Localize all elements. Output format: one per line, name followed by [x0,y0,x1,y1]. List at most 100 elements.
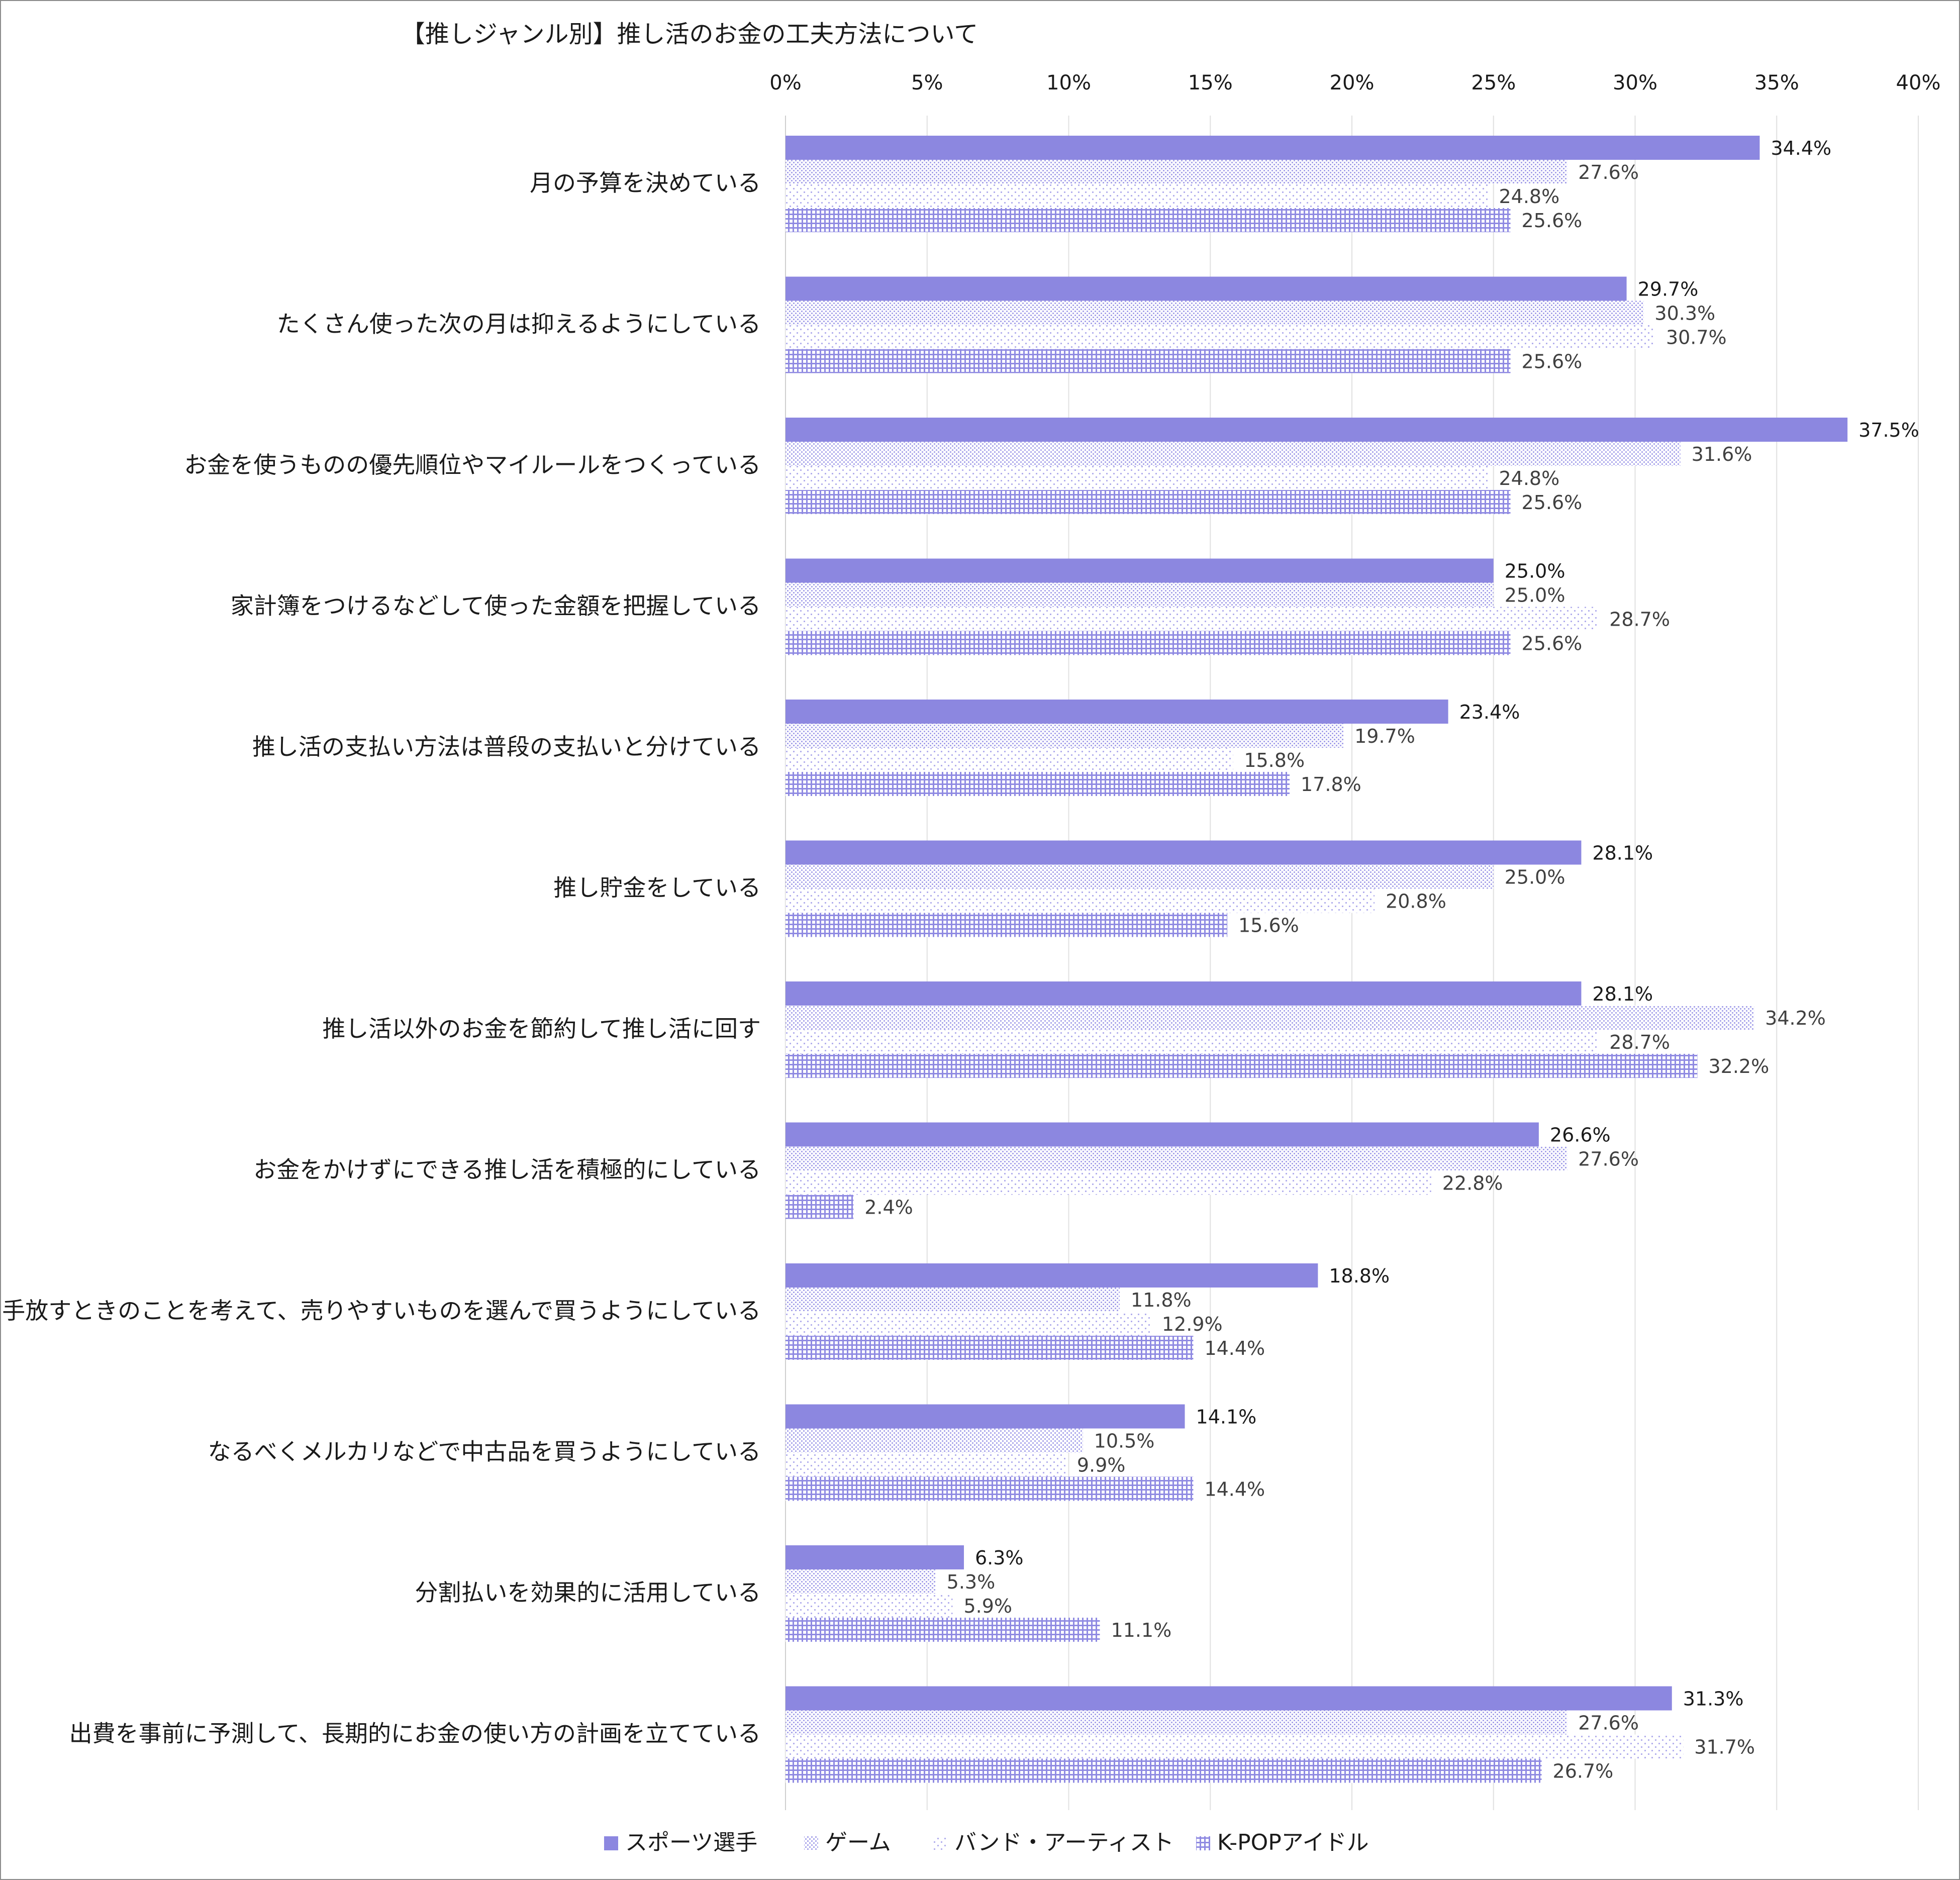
x-tick-label: 25% [1471,71,1516,94]
category-label: 分割払いを効果的に活用している [415,1579,761,1606]
category-label: たくさん使った次の月は抑えるようにしている [277,311,761,338]
bar [786,1312,1151,1336]
bar [786,700,1448,724]
value-label: 23.4% [1459,701,1520,723]
bar [786,1545,964,1569]
bar [786,136,1760,160]
bar [786,1452,1066,1477]
value-label: 15.6% [1238,915,1299,937]
value-label: 25.0% [1505,560,1565,582]
value-label: 30.7% [1666,327,1727,349]
category-label: 手放すときのことを考えて、売りやすいものを選んで買うようにしている [2,1297,761,1324]
bar [786,418,1848,442]
legend-swatch [604,1836,618,1850]
bar [786,1336,1194,1360]
value-label: 11.8% [1131,1289,1192,1311]
value-label: 37.5% [1858,419,1919,441]
value-label: 25.6% [1522,210,1583,232]
value-label: 9.9% [1077,1454,1126,1476]
bar [786,1569,936,1594]
bar [786,184,1488,208]
value-label: 18.8% [1329,1265,1390,1287]
value-label: 27.6% [1578,161,1639,183]
value-label: 12.9% [1162,1313,1223,1335]
value-label: 19.7% [1354,725,1415,747]
category-label: 出費を事前に予測して、長期的にお金の使い方の計画を立てている [69,1720,761,1747]
bar [786,1710,1567,1735]
x-tick-label: 5% [911,71,943,94]
value-label: 2.4% [864,1197,913,1219]
value-label: 14.1% [1196,1406,1257,1428]
bar [786,1030,1599,1054]
value-label: 27.6% [1578,1712,1639,1734]
bar [786,1686,1672,1711]
bar [786,981,1582,1006]
value-label: 25.6% [1522,351,1583,373]
bar [786,276,1627,301]
bar [786,466,1488,490]
bar [786,864,1494,889]
value-label: 11.1% [1111,1619,1171,1641]
value-label: 29.7% [1638,278,1699,301]
x-tick-label: 0% [769,71,801,94]
legend-label: ゲーム [825,1830,891,1855]
value-label: 28.1% [1592,842,1653,864]
x-tick-label: 30% [1613,71,1657,94]
bar [786,490,1511,514]
x-tick-label: 35% [1754,71,1799,94]
bar [786,1288,1120,1312]
bar [786,1734,1684,1759]
bar [786,888,1375,913]
bar [786,325,1655,349]
category-label: 月の予算を決めている [530,169,761,196]
chart-title: 【推しジャンル別】推し活のお金の工夫方法について [401,20,978,48]
legend-swatch [1196,1836,1210,1850]
bar [786,748,1233,772]
legend-label: K-POPアイドル [1217,1830,1369,1855]
category-label: なるべくメルカリなどで中古品を買うようにしている [208,1438,761,1465]
value-label: 28.7% [1609,609,1670,631]
x-tick-label: 10% [1046,71,1091,94]
value-label: 22.8% [1442,1172,1503,1195]
legend-label: スポーツ選手 [625,1830,757,1855]
value-labels: 34.4%27.6%24.8%25.6%29.7%30.3%30.7%25.6%… [864,137,1919,1783]
bar [786,1195,854,1219]
value-label: 34.2% [1765,1007,1826,1029]
value-label: 14.4% [1204,1337,1265,1359]
bar [786,913,1228,937]
value-label: 14.4% [1204,1478,1265,1501]
bar [786,1428,1083,1453]
bar [786,1170,1431,1195]
bar [786,160,1567,184]
category-label: 家計簿をつけるなどして使った金額を把握している [231,592,761,620]
value-label: 26.6% [1550,1124,1611,1146]
x-tick-label: 15% [1188,71,1233,94]
bar [786,840,1582,865]
value-label: 25.0% [1505,584,1565,607]
category-label: 推し活の支払い方法は普段の支払いと分けている [252,733,761,760]
value-label: 30.3% [1654,303,1715,325]
value-label: 10.5% [1094,1430,1155,1452]
value-label: 31.3% [1683,1688,1744,1710]
bar [786,1404,1185,1429]
value-label: 17.8% [1301,773,1361,796]
value-label: 5.3% [947,1571,996,1593]
bar [786,1618,1100,1642]
gridlines [785,116,1919,1810]
value-label: 31.6% [1692,443,1752,465]
x-tick-label: 40% [1896,71,1941,94]
bar [786,1476,1194,1501]
category-labels: 月の予算を決めているたくさん使った次の月は抑えるようにしているお金を使うものの優… [2,169,761,1747]
value-label: 5.9% [963,1595,1012,1617]
bar [786,301,1644,325]
category-label: 推し活以外のお金を節約して推し活に回す [322,1015,761,1042]
bar [786,724,1344,748]
bar [786,631,1511,655]
x-tick-label: 20% [1330,71,1375,94]
x-tick-labels: 0% 5% 10% 15% 20% 25% 30% 35% 40% [769,71,1940,94]
legend: スポーツ選手 ゲーム バンド・アーティスト K-POPアイドル [604,1830,1369,1855]
bar [786,1122,1539,1147]
bar [786,1594,953,1618]
